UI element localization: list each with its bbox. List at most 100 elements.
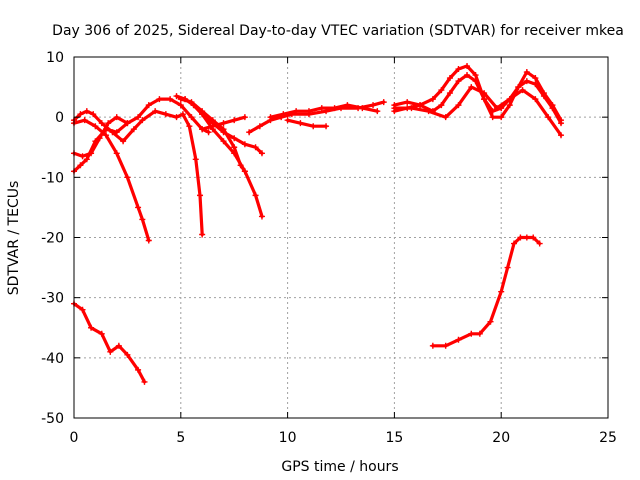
data-point-marker [472,78,479,85]
data-point-marker [173,93,180,100]
series-arc-12 [284,117,330,130]
data-point-marker [515,84,522,91]
y-tick-label: -10 [41,170,64,186]
data-point-marker [481,90,488,97]
data-point-marker [468,84,475,91]
data-point-marker [481,96,488,103]
series-line [286,118,328,128]
data-point-marker [141,378,148,385]
data-point-marker [549,105,556,112]
series-arc-8 [182,96,265,157]
x-tick-label: 20 [492,430,510,446]
data-point-marker [359,105,366,112]
data-point-marker [88,150,95,157]
data-point-marker [506,96,513,103]
data-point-marker [476,330,483,337]
data-point-marker [98,120,105,127]
series-line [392,64,563,122]
data-point-marker [284,117,291,124]
data-point-marker [92,123,99,130]
data-point-marker [77,162,84,169]
data-point-marker [438,102,445,109]
data-point-marker [135,114,142,121]
data-point-marker [162,111,169,118]
data-point-marker [113,114,120,121]
data-point-marker [558,120,565,127]
data-point-marker [79,306,86,313]
x-tick-label: 15 [385,430,403,446]
data-point-marker [199,126,206,133]
data-point-marker [241,141,248,148]
data-point-marker [523,69,530,76]
data-point-marker [536,240,543,247]
data-point-marker [96,135,103,142]
data-point-marker [135,366,142,373]
data-point-marker [124,120,131,127]
data-point-marker [124,174,131,181]
y-tick-label: -30 [41,291,64,307]
data-point-marker [417,102,424,109]
data-point-marker [98,330,105,337]
data-point-marker [83,108,90,115]
series-arc-11 [267,102,381,121]
data-point-marker [323,123,330,130]
data-point-marker [205,129,212,136]
data-point-marker [81,117,88,124]
data-point-marker [83,156,90,163]
series-line [72,118,151,243]
series-line [431,235,542,348]
series-arc-1 [71,300,148,385]
data-point-marker [344,102,351,109]
data-point-marker [464,72,471,79]
series-line [392,85,563,137]
data-point-marker [489,114,496,121]
data-point-marker [186,123,193,130]
data-point-marker [438,87,445,94]
data-point-marker [540,93,547,100]
chart-title: Day 306 of 2025, Sidereal Day-to-day VTE… [52,23,624,39]
data-point-marker [331,105,338,112]
data-point-marker [167,96,174,103]
data-point-marker [124,351,131,358]
data-point-marker [241,168,248,175]
data-point-marker [152,108,159,115]
x-tick-label: 5 [176,430,185,446]
data-point-marker [105,120,112,127]
series-arc-13 [391,63,565,124]
data-point-marker [231,117,238,124]
data-point-marker [391,105,398,112]
data-point-marker [429,96,436,103]
data-point-marker [455,336,462,343]
data-point-marker [237,162,244,169]
series-line [72,302,147,384]
data-point-marker [220,129,227,136]
data-point-marker [464,63,471,70]
data-point-marker [267,114,274,121]
data-point-marker [197,192,204,199]
data-point-marker [429,342,436,349]
data-point-marker [504,264,511,271]
data-point-marker [199,111,206,118]
data-point-marker [135,204,142,211]
data-point-marker [404,99,411,106]
data-point-marker [511,240,518,247]
data-point-marker [493,105,500,112]
y-tick-label: -40 [41,351,64,367]
data-point-marker [177,102,184,109]
data-point-marker [558,132,565,139]
data-point-marker [182,96,189,103]
series-arc-9 [199,114,248,133]
data-series [71,63,565,385]
series-line [72,97,211,173]
data-point-marker [523,78,530,85]
data-point-marker [517,234,524,241]
data-point-marker [370,102,377,109]
data-point-marker [280,111,287,118]
x-tick-label: 10 [279,430,297,446]
x-axis-label: GPS time / hours [281,459,398,475]
data-point-marker [468,330,475,337]
data-point-marker [231,135,238,142]
data-point-marker [498,114,505,121]
data-point-marker [192,156,199,163]
